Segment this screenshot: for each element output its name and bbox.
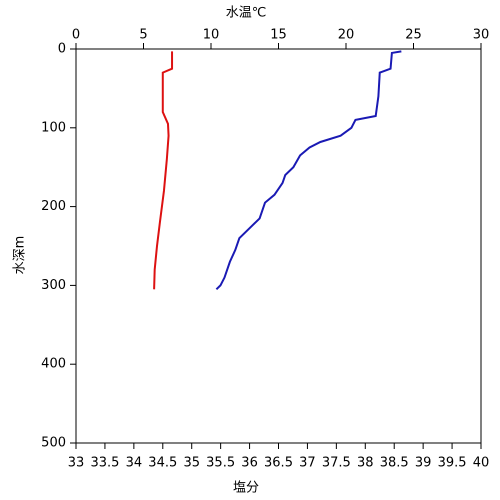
x2-tick-label: 33.5: [90, 456, 119, 471]
x2-tick-label: 39: [415, 456, 432, 471]
y-tick-label: 300: [41, 278, 66, 293]
profile-line: [153, 51, 174, 290]
x-tick-label: 15: [270, 28, 287, 43]
profile-line: [215, 50, 402, 291]
y-tick-label: 400: [41, 357, 66, 372]
x-tick-label: 20: [338, 28, 355, 43]
x-tick-label: 30: [473, 28, 490, 43]
x-tick-label: 5: [139, 28, 147, 43]
x2-axis-title: 塩分: [233, 481, 259, 496]
x-axis-title: 水温℃: [226, 6, 267, 21]
x-tick-label: 0: [72, 28, 80, 43]
x2-tick-label: 36: [241, 456, 258, 471]
plot-frame: [75, 48, 482, 444]
x2-tick-label: 37: [299, 456, 316, 471]
x2-tick-label: 34.5: [148, 456, 177, 471]
x2-tick-label: 33: [68, 456, 85, 471]
y-tick-label: 200: [41, 199, 66, 214]
x-tick-label: 25: [405, 28, 422, 43]
x2-tick-label: 35.5: [206, 456, 235, 471]
x2-tick-label: 37.5: [322, 456, 351, 471]
x2-tick-label: 34: [126, 456, 143, 471]
y-tick-label: 500: [41, 436, 66, 451]
x2-tick-label: 40: [473, 456, 490, 471]
x2-tick-label: 38: [357, 456, 374, 471]
y-tick-label: 100: [41, 120, 66, 135]
x2-tick-label: 35: [183, 456, 200, 471]
y-tick-label: 0: [58, 42, 66, 57]
x2-tick-label: 36.5: [264, 456, 293, 471]
x2-tick-label: 38.5: [380, 456, 409, 471]
y-axis-title: 水深m: [13, 236, 28, 275]
x2-tick-label: 39.5: [438, 456, 467, 471]
x-tick-label: 10: [203, 28, 220, 43]
